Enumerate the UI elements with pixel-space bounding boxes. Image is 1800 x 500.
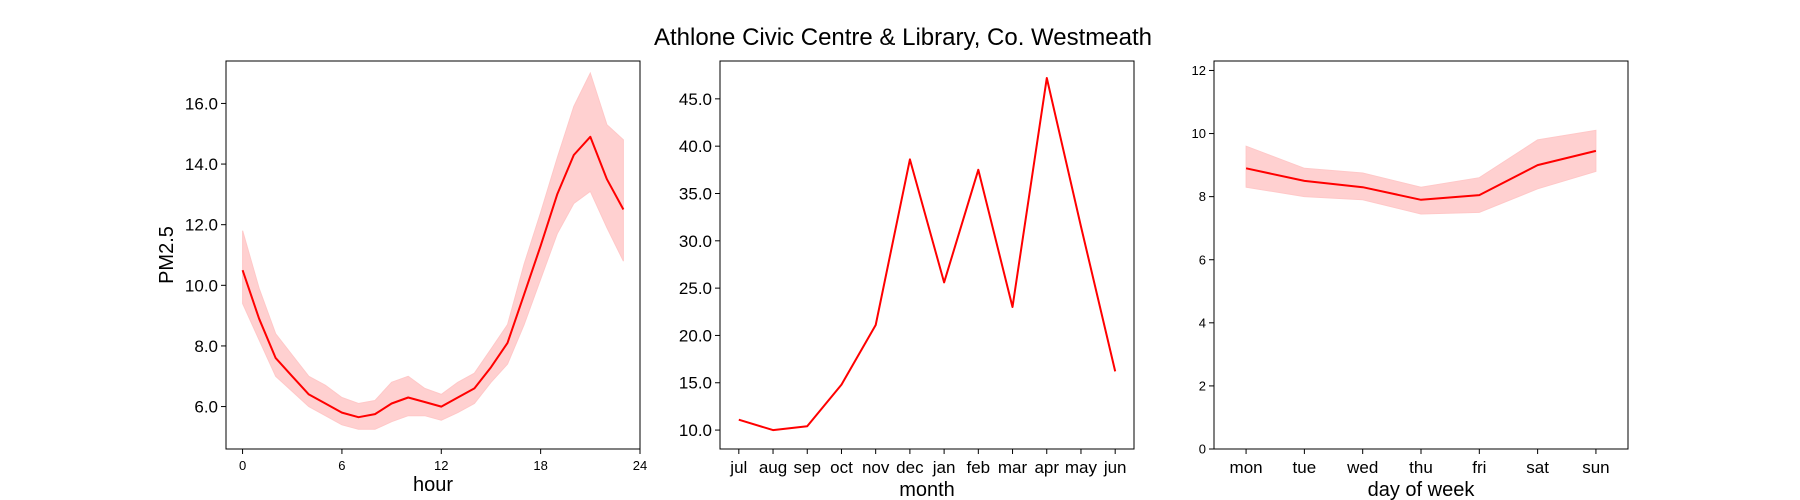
ytick-label: 20.0 [679,326,712,345]
panel-monthly-xlabel: month [899,479,955,500]
xtick-label: aug [759,458,787,477]
panel-weekly-xticks: mon tue wed thu fri sat sun [1230,449,1610,477]
xtick-label: 6 [338,458,345,473]
xtick-label: fri [1472,458,1486,477]
ytick-label: 10.0 [185,276,218,295]
ytick-label: 8.0 [194,337,218,356]
panel-weekly-line [1245,149,1597,201]
xtick-label: sun [1582,458,1609,477]
panel-weekly-yticks: 0 2 4 6 8 10 12 [1192,63,1214,457]
xtick-label: sat [1526,458,1549,477]
ytick-label: 8 [1199,189,1206,204]
confidence-band [242,71,624,430]
xtick-label: thu [1409,458,1433,477]
panel-hourly-line [241,135,625,419]
ytick-label: 0 [1199,442,1206,457]
xtick-label: feb [967,458,991,477]
ytick-label: 35.0 [679,184,712,203]
xtick-label: jun [1103,458,1127,477]
xtick-label: may [1065,458,1098,477]
panel-weekly-xlabel: day of week [1368,479,1476,500]
panel-monthly-frame [719,60,1135,450]
xtick-label: 12 [434,458,448,473]
ytick-label: 15.0 [679,374,712,393]
xtick-label: nov [862,458,890,477]
ytick-label: 6 [1199,252,1206,267]
ytick-label: 40.0 [679,137,712,156]
ytick-label: 10 [1192,126,1206,141]
ytick-label: 12.0 [185,216,218,235]
xtick-label: jan [932,458,956,477]
panel-weekly-band [1245,129,1597,215]
xtick-label: 0 [239,458,246,473]
xtick-label: tue [1293,458,1317,477]
xtick-label: jul [729,458,747,477]
panel-hourly: 0 6 12 18 24 6.0 8.0 10.0 12.0 14.0 16.0 hour PM2… [156,60,647,496]
series-line [241,135,625,419]
panel-hourly-band [242,71,624,430]
ytick-label: 16.0 [185,94,218,113]
xtick-label: apr [1034,458,1059,477]
ytick-label: 4 [1199,315,1206,330]
series-line [1245,149,1597,201]
ytick-label: 2 [1199,378,1206,393]
panel-hourly-xlabel: hour [413,474,453,496]
xtick-label: mar [998,458,1028,477]
ytick-label: 6.0 [194,398,218,417]
xtick-label: dec [896,458,924,477]
xtick-label: oct [830,458,853,477]
panel-weekly: mon tue wed thu fri sat sun 0 2 4 6 8 10 12 day of w… [1192,60,1629,500]
panel-monthly-line [738,77,1117,432]
chart-title: Athlone Civic Centre & Library, Co. West… [654,24,1152,51]
xtick-label: mon [1230,458,1263,477]
xtick-label: wed [1346,458,1378,477]
ytick-label: 12 [1192,63,1206,78]
xtick-label: 18 [533,458,547,473]
panel-weekly-frame [1213,60,1629,450]
confidence-band [1245,129,1597,215]
ytick-label: 45.0 [679,90,712,109]
xtick-label: sep [794,458,821,477]
panel-monthly: jul aug sep oct nov dec jan feb mar apr may jun 10.… [679,60,1135,500]
ytick-label: 30.0 [679,232,712,251]
series-line [738,77,1117,432]
panel-hourly-yticks: 6.0 8.0 10.0 12.0 14.0 16.0 [185,94,226,417]
panel-hourly-ylabel: PM2.5 [156,226,178,284]
ytick-label: 14.0 [185,155,218,174]
panel-monthly-xticks: jul aug sep oct nov dec jan feb mar apr may jun [729,449,1127,477]
ytick-label: 10.0 [679,421,712,440]
ytick-label: 25.0 [679,279,712,298]
panel-hourly-xticks: 0 6 12 18 24 [239,449,647,473]
panel-hourly-frame [225,60,641,450]
xtick-label: 24 [633,458,647,473]
panel-monthly-yticks: 10.0 15.0 20.0 25.0 30.0 35.0 40.0 45.0 [679,90,720,440]
